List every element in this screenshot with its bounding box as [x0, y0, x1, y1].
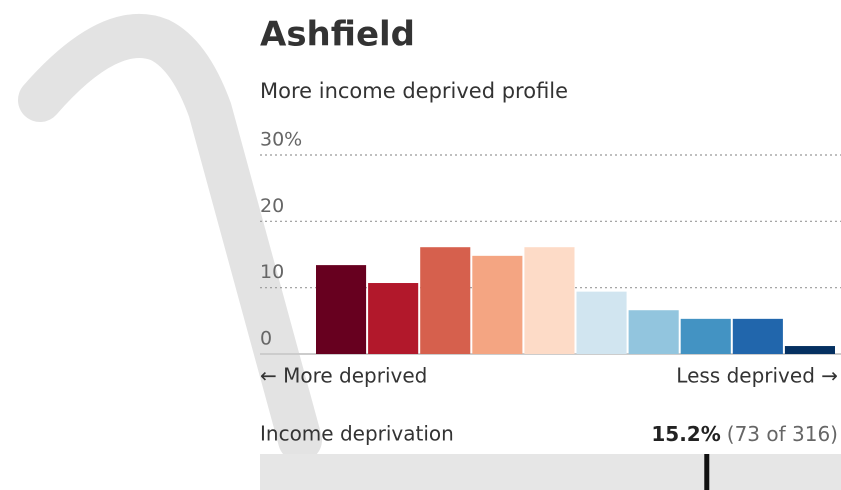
bar	[576, 291, 627, 354]
subtitle: More income deprived profile	[260, 79, 568, 103]
indicator-value: 15.2% (73 of 316)	[651, 422, 838, 446]
background-shape	[18, 14, 322, 462]
bar	[472, 255, 523, 354]
x-left-label: ← More deprived	[260, 364, 427, 388]
bar	[368, 283, 419, 354]
bar	[524, 247, 575, 354]
rank-track	[260, 454, 841, 490]
bar	[784, 346, 835, 354]
indicator-percent: 15.2%	[651, 422, 720, 446]
y-tick-label: 30%	[260, 129, 302, 151]
rank-marker	[704, 454, 710, 490]
bar	[316, 265, 367, 354]
bar	[680, 318, 731, 354]
x-right-label: Less deprived →	[676, 364, 838, 388]
bar	[732, 318, 783, 354]
bar	[420, 247, 471, 354]
y-tick-label: 10	[260, 261, 284, 283]
indicator-label: Income deprivation	[260, 422, 454, 446]
indicator-rank: (73 of 316)	[727, 422, 838, 446]
y-tick-label: 0	[260, 328, 272, 350]
title: Ashfield	[260, 15, 415, 55]
bar	[628, 310, 679, 354]
y-tick-label: 20	[260, 195, 284, 217]
